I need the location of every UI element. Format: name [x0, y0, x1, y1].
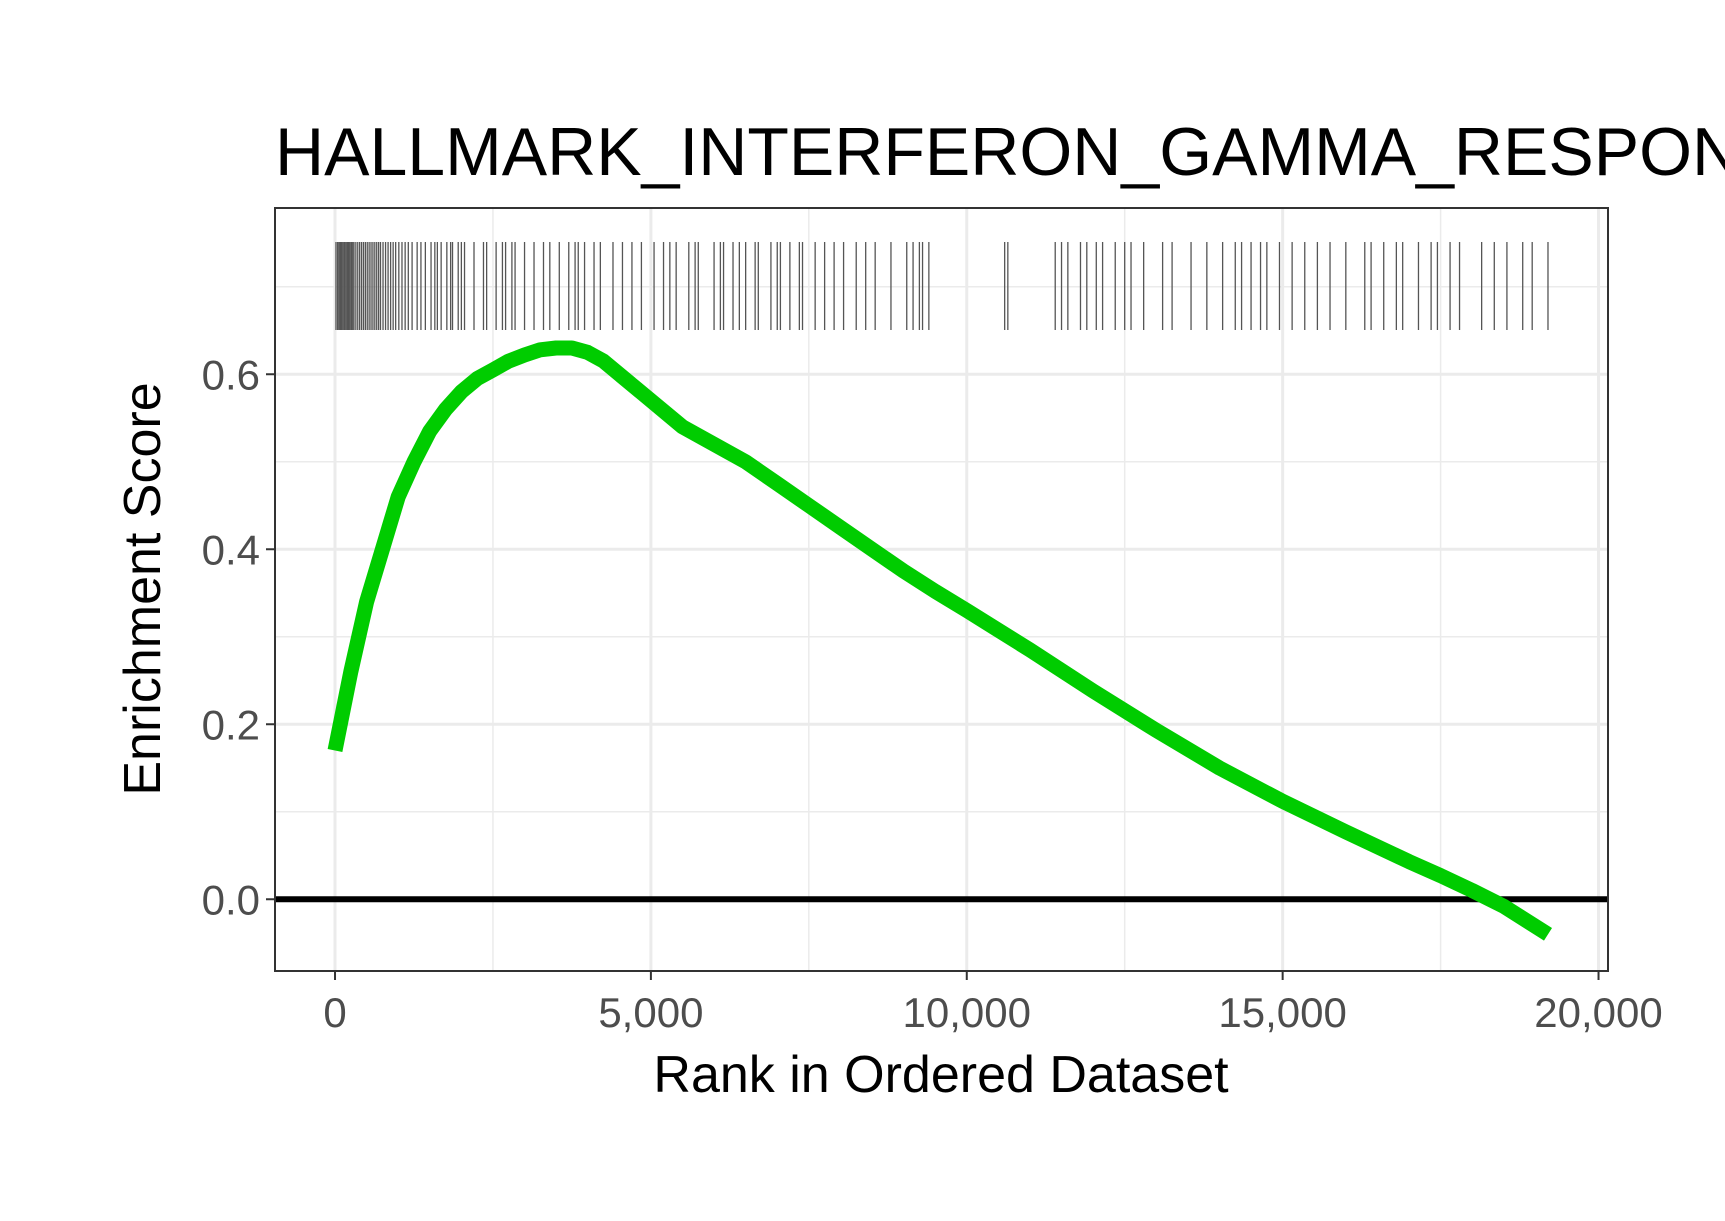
y-tick-label: 0.4 [202, 526, 260, 573]
y-tick-label: 0.2 [202, 701, 260, 748]
gene-hit-ticks [335, 242, 1549, 330]
x-axis: 0 5,000 10,000 15,000 20,000 [323, 971, 1663, 1036]
x-tick-label: 10,000 [903, 989, 1031, 1036]
x-tick-label: 15,000 [1218, 989, 1346, 1036]
x-tick-label: 0 [323, 989, 346, 1036]
x-tick-label: 20,000 [1534, 989, 1662, 1036]
grid-minor [275, 208, 1608, 971]
y-axis: 0.0 0.2 0.4 0.6 [202, 351, 275, 923]
y-axis-label: Enrichment Score [114, 382, 172, 795]
plot-panel-border [274, 207, 1609, 972]
y-tick-label: 0.0 [202, 876, 260, 923]
chart-title: HALLMARK_INTERFERON_GAMMA_RESPONSE [275, 114, 1725, 190]
x-tick-label: 5,000 [598, 989, 703, 1036]
x-axis-label: Rank in Ordered Dataset [653, 1046, 1229, 1104]
y-tick-label: 0.6 [202, 351, 260, 398]
enrichment-curve [327, 340, 1553, 941]
